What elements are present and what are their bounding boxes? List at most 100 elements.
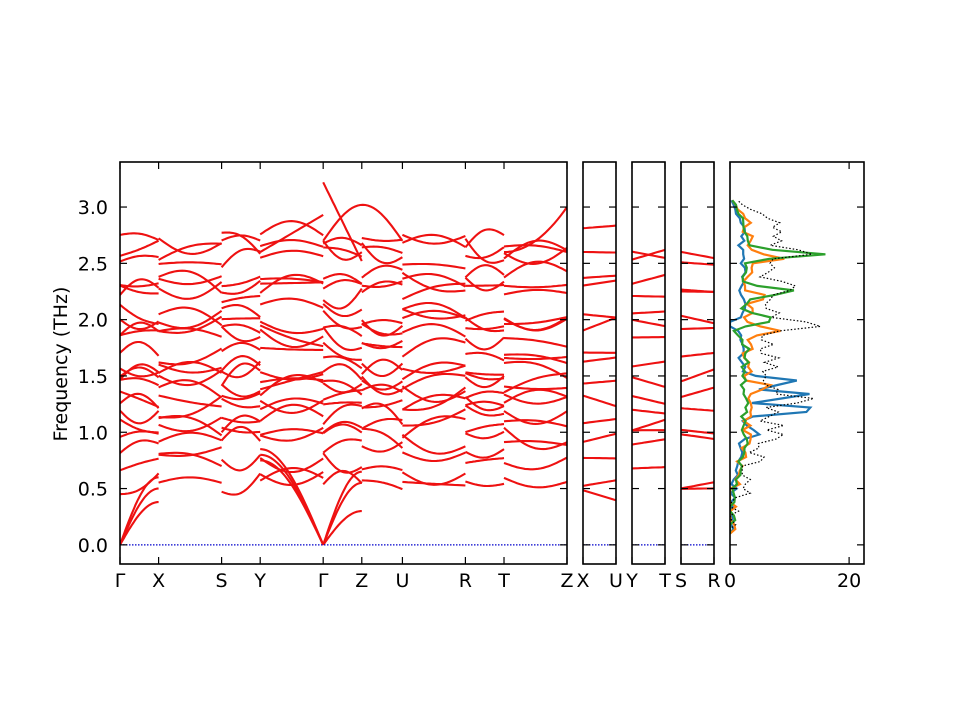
- band-lines-s-r: [681, 250, 714, 546]
- band-line: [259, 297, 324, 309]
- band-line: [259, 238, 324, 248]
- band-line: [221, 279, 261, 295]
- band-line: [322, 363, 363, 381]
- band-line: [322, 382, 363, 394]
- band-line: [158, 369, 223, 387]
- band-line: [157, 237, 223, 255]
- band-line: [158, 315, 223, 334]
- band-line: [361, 402, 404, 425]
- y-tick-label: 2.0: [78, 310, 108, 332]
- band-line: [503, 317, 567, 332]
- band-line: [221, 323, 261, 334]
- band-line: [583, 250, 616, 254]
- band-line: [220, 355, 261, 372]
- band-line: [464, 390, 505, 400]
- band-line: [259, 426, 324, 442]
- band-line: [503, 283, 567, 289]
- band-line: [260, 281, 324, 285]
- x-tick-label: Z: [355, 570, 368, 592]
- band-line: [220, 383, 261, 398]
- band-line: [583, 279, 616, 287]
- band-line: [464, 228, 505, 249]
- dos-series-line: [730, 199, 813, 535]
- band-line: [503, 440, 567, 447]
- panel-frame: [582, 161, 617, 565]
- band-line: [220, 362, 261, 387]
- band-line: [259, 213, 324, 253]
- band-line: [464, 238, 505, 264]
- band-line: [464, 396, 505, 412]
- band-line: [464, 448, 505, 459]
- band-line: [220, 454, 262, 472]
- band-line: [323, 379, 363, 396]
- band-line: [503, 372, 567, 394]
- band-line: [120, 284, 159, 295]
- x-tick-label: Y: [253, 570, 266, 592]
- band-line: [259, 249, 324, 259]
- band-line: [120, 321, 160, 336]
- band-line: [361, 427, 404, 449]
- band-line: [322, 510, 362, 546]
- x-tick-label: T: [658, 570, 671, 592]
- band-line: [120, 232, 160, 241]
- band-line: [583, 456, 616, 460]
- band-line: [503, 393, 567, 405]
- band-line: [583, 313, 616, 319]
- x-tick-label: X: [576, 570, 589, 592]
- band-line: [322, 481, 362, 546]
- band-line: [503, 360, 567, 379]
- band-line: [583, 356, 616, 363]
- band-line: [158, 395, 223, 419]
- band-line: [503, 288, 567, 296]
- axis-ticks: 0.00.51.01.52.02.53.0Γ X S Y Γ Z U R T Z X U Y T S R 0 20: [78, 162, 864, 592]
- band-line: [361, 342, 403, 349]
- y-tick-label: 0.5: [78, 479, 108, 501]
- band-line: [402, 301, 466, 319]
- band-line: [158, 416, 223, 433]
- band-line: [632, 408, 665, 415]
- band-line: [401, 433, 466, 455]
- band-line: [322, 309, 363, 330]
- band-line: [322, 423, 363, 435]
- band-line: [158, 431, 222, 443]
- band-line: [361, 358, 404, 375]
- band-line: [221, 397, 261, 409]
- y-tick-label: 0.0: [78, 535, 108, 557]
- band-line: [464, 375, 505, 389]
- band-line: [503, 206, 567, 254]
- band-line: [361, 375, 403, 396]
- y-tick-label: 1.0: [78, 422, 108, 444]
- band-line: [322, 470, 362, 546]
- band-line: [259, 220, 324, 237]
- band-line: [465, 351, 505, 362]
- band-line: [158, 242, 222, 261]
- band-line: [681, 351, 714, 358]
- band-line: [503, 355, 567, 361]
- band-line: [323, 401, 362, 406]
- x-tick-label: S: [216, 570, 228, 592]
- band-line: [120, 340, 160, 357]
- band-line: [221, 275, 261, 288]
- band-line: [120, 409, 160, 425]
- band-line: [158, 306, 223, 327]
- band-line: [583, 224, 616, 230]
- band-line: [158, 446, 222, 457]
- band-line: [260, 459, 325, 546]
- band-line: [503, 337, 567, 348]
- band-line: [322, 236, 363, 247]
- band-line: [402, 386, 467, 411]
- band-line: [120, 392, 160, 409]
- band-line: [259, 328, 324, 349]
- band-line: [220, 325, 261, 343]
- band-line: [401, 282, 466, 301]
- band-line: [632, 438, 665, 446]
- band-line: [503, 247, 567, 265]
- band-line: [503, 456, 567, 471]
- band-line: [120, 439, 159, 454]
- band-line: [158, 275, 222, 286]
- band-line: [158, 451, 223, 468]
- band-line: [220, 247, 261, 268]
- band-line: [259, 273, 324, 294]
- band-line: [402, 308, 466, 320]
